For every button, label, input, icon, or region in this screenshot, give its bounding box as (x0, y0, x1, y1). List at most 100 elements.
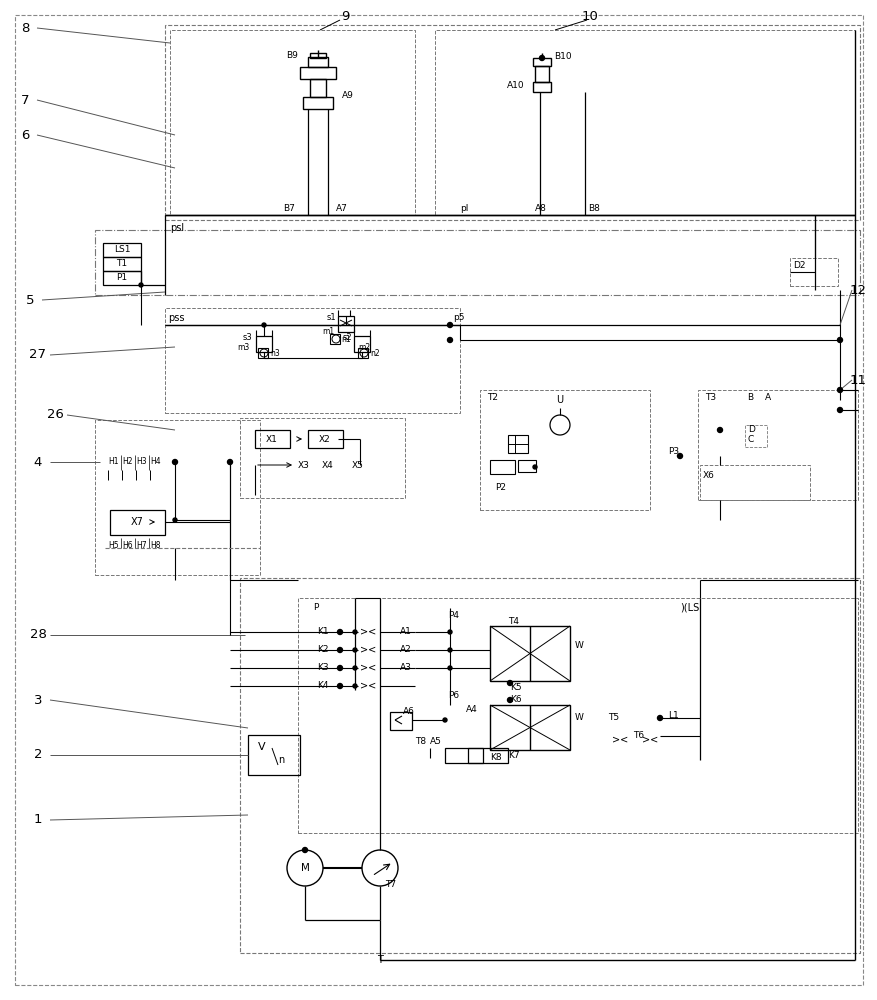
Text: ><: >< (611, 735, 627, 745)
Bar (95, 230, 859, 295)
Text: X5: X5 (352, 460, 363, 470)
Text: H4: H4 (150, 458, 160, 466)
Text: n1: n1 (340, 336, 350, 344)
Bar (789, 258, 837, 286)
Text: X3: X3 (297, 460, 310, 470)
Circle shape (172, 460, 177, 464)
Text: ><: >< (360, 663, 375, 673)
Text: n3: n3 (270, 350, 280, 359)
Text: A2: A2 (400, 646, 411, 654)
Text: X7: X7 (131, 517, 143, 527)
Text: T7: T7 (384, 880, 396, 890)
Bar (489, 626, 569, 681)
Text: T2: T2 (487, 392, 497, 401)
Text: psl: psl (170, 223, 184, 233)
Bar (258, 348, 267, 358)
Text: K5: K5 (510, 684, 521, 692)
Circle shape (447, 630, 452, 634)
Text: P: P (312, 603, 318, 612)
Text: K2: K2 (317, 646, 328, 654)
Bar (353, 336, 369, 352)
Text: A8: A8 (534, 204, 546, 213)
Text: K3: K3 (317, 664, 328, 672)
Bar (297, 598, 857, 833)
Text: p5: p5 (453, 314, 464, 322)
Bar (310, 53, 325, 58)
Circle shape (227, 460, 232, 464)
Bar (103, 257, 141, 271)
Text: A4: A4 (466, 706, 477, 714)
Bar (389, 712, 411, 730)
Text: s1: s1 (326, 312, 336, 322)
Text: P2: P2 (495, 484, 505, 492)
Text: K6: K6 (510, 696, 521, 704)
Text: T: T (376, 955, 382, 965)
Text: ><: >< (641, 735, 658, 745)
Text: B10: B10 (553, 52, 571, 61)
Circle shape (337, 648, 342, 652)
Text: 12: 12 (849, 284, 866, 296)
Circle shape (447, 648, 452, 652)
Bar (256, 336, 272, 352)
Text: B9: B9 (286, 51, 297, 60)
Circle shape (139, 283, 143, 287)
Bar (239, 418, 404, 498)
Text: n2: n2 (369, 350, 379, 359)
Text: m2: m2 (358, 344, 370, 353)
Text: H7: H7 (136, 540, 146, 550)
Circle shape (447, 666, 452, 670)
Bar (445, 748, 482, 763)
Circle shape (677, 454, 681, 458)
Text: ><: >< (360, 681, 375, 691)
Text: X2: X2 (318, 434, 331, 444)
Bar (467, 748, 508, 763)
Bar (103, 243, 141, 257)
Text: H5: H5 (108, 540, 118, 550)
Text: 8: 8 (21, 22, 29, 35)
Bar (508, 435, 527, 453)
Circle shape (337, 630, 342, 634)
Text: K8: K8 (489, 752, 501, 762)
Bar (303, 97, 332, 109)
Circle shape (717, 428, 722, 432)
Text: A10: A10 (507, 81, 524, 90)
Circle shape (353, 630, 357, 634)
Text: K1: K1 (317, 628, 328, 636)
Text: 27: 27 (30, 349, 46, 361)
Bar (699, 465, 809, 500)
Bar (247, 735, 300, 775)
Text: 28: 28 (30, 628, 46, 642)
Text: s2: s2 (342, 332, 352, 342)
Text: M: M (300, 863, 309, 873)
Bar (308, 57, 328, 67)
Circle shape (837, 387, 842, 392)
Text: m3: m3 (238, 344, 250, 353)
Text: W: W (574, 640, 583, 650)
Text: B8: B8 (588, 204, 599, 213)
Bar (489, 460, 515, 474)
Text: A5: A5 (430, 737, 441, 746)
Text: X6: X6 (702, 471, 714, 480)
Circle shape (837, 408, 842, 412)
Circle shape (507, 680, 512, 686)
Text: A3: A3 (400, 664, 411, 672)
Circle shape (353, 666, 357, 670)
Text: pl: pl (460, 204, 467, 213)
Text: 10: 10 (581, 10, 598, 23)
Bar (532, 58, 551, 66)
Circle shape (353, 684, 357, 688)
Bar (489, 705, 569, 750)
Bar (308, 430, 343, 448)
Text: U: U (556, 395, 563, 405)
Text: 26: 26 (46, 408, 63, 422)
Circle shape (261, 323, 266, 327)
Text: A: A (764, 392, 770, 401)
Bar (300, 67, 336, 79)
Circle shape (443, 718, 446, 722)
Text: 6: 6 (21, 129, 29, 142)
Bar (165, 308, 460, 413)
Text: H2: H2 (122, 458, 132, 466)
Bar (110, 510, 165, 535)
Text: B7: B7 (282, 204, 295, 213)
Bar (534, 66, 548, 82)
